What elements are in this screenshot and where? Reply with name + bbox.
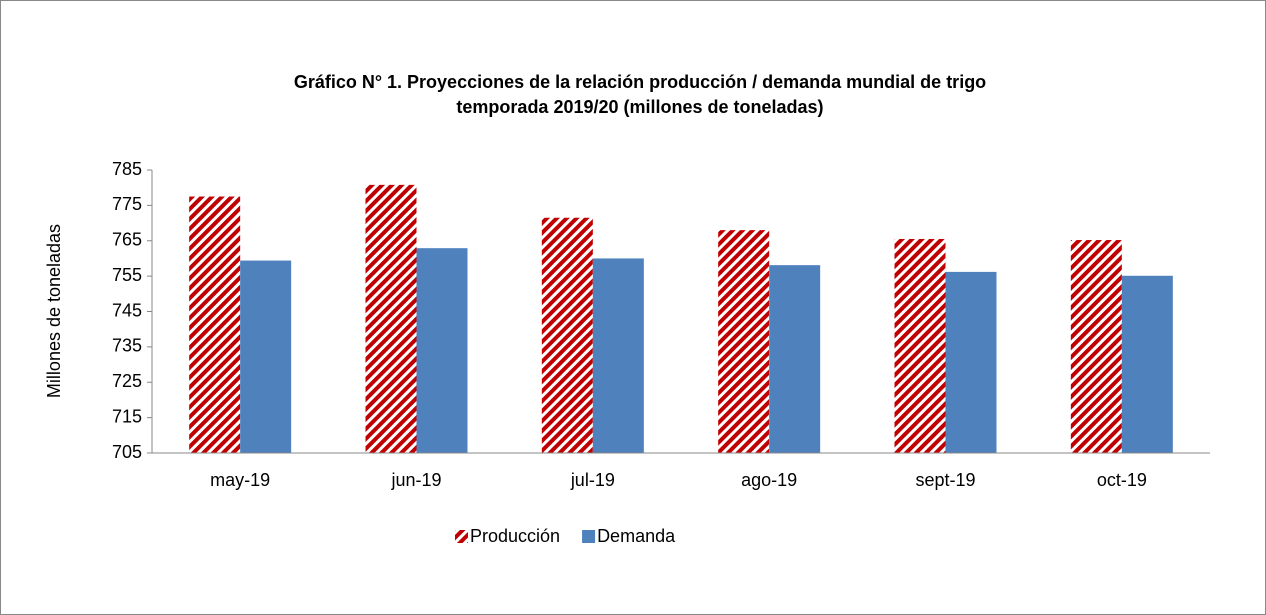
- bar: [945, 271, 997, 453]
- x-tick-label: oct-19: [1097, 470, 1147, 490]
- y-tick-label: 745: [112, 300, 142, 320]
- x-tick-label: ago-19: [741, 470, 797, 490]
- y-tick-label: 775: [112, 194, 142, 214]
- bar: [416, 248, 468, 453]
- chart-title: Gráfico N° 1. Proyecciones de la relació…: [294, 72, 986, 92]
- y-tick-label: 785: [112, 159, 142, 179]
- y-tick-label: 735: [112, 336, 142, 356]
- x-tick-label: jul-19: [570, 470, 615, 490]
- legend-swatch: [582, 530, 596, 543]
- bar: [1070, 240, 1122, 453]
- y-tick-label: 765: [112, 230, 142, 250]
- bar: [718, 230, 770, 453]
- y-tick-label: 705: [112, 442, 142, 462]
- x-tick-label: may-19: [210, 470, 270, 490]
- legend-swatch: [455, 530, 468, 543]
- bar: [894, 238, 946, 453]
- bar: [541, 217, 593, 453]
- y-axis-label: Millones de toneladas: [44, 224, 64, 398]
- bar: [769, 265, 821, 453]
- y-tick-label: 715: [112, 406, 142, 426]
- y-tick-label: 755: [112, 265, 142, 285]
- bar: [365, 184, 417, 454]
- x-tick-label: jun-19: [390, 470, 441, 490]
- bar: [1121, 275, 1173, 453]
- bar: [240, 260, 292, 453]
- x-tick-label: sept-19: [915, 470, 975, 490]
- chart-subtitle: temporada 2019/20 (millones de toneladas…: [456, 97, 823, 117]
- legend-label: Demanda: [597, 526, 676, 546]
- bar: [189, 196, 241, 453]
- bar: [592, 258, 644, 453]
- y-tick-label: 725: [112, 371, 142, 391]
- legend-label: Producción: [470, 526, 560, 546]
